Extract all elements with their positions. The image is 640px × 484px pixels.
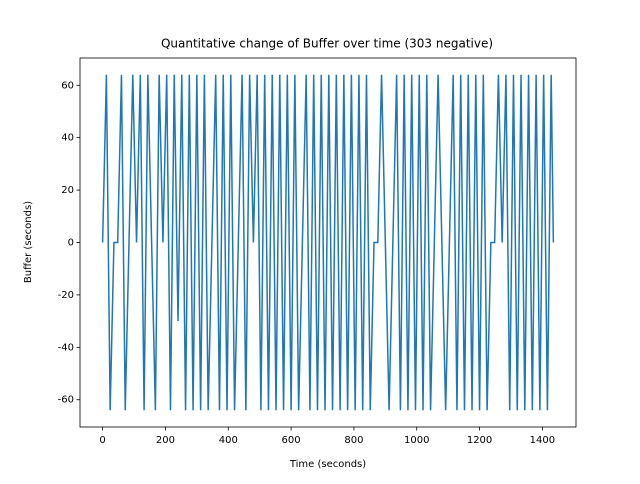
chart-title: Quantitative change of Buffer over time … [161,37,493,51]
y-tick-label: 40 [61,133,74,144]
x-tick-label: 1000 [404,435,429,446]
y-tick-label: 20 [61,185,74,196]
x-tick-label: 400 [219,435,238,446]
x-tick-label: 1200 [467,435,492,446]
x-tick-label: 1400 [530,435,555,446]
x-tick-label: 200 [156,435,175,446]
y-tick-label: -20 [58,290,74,301]
y-axis-label: Buffer (seconds) [23,201,34,283]
x-tick-label: 600 [282,435,301,446]
x-tick-label: 800 [344,435,363,446]
x-axis-label: Time (seconds) [289,459,366,470]
y-tick-label: -60 [58,395,74,406]
data-line [101,74,555,411]
y-tick-label: 60 [61,80,74,91]
y-tick-label: 0 [68,238,74,249]
y-tick-label: -40 [58,342,74,353]
plot-frame [79,57,577,428]
x-tick-label: 0 [99,435,105,446]
